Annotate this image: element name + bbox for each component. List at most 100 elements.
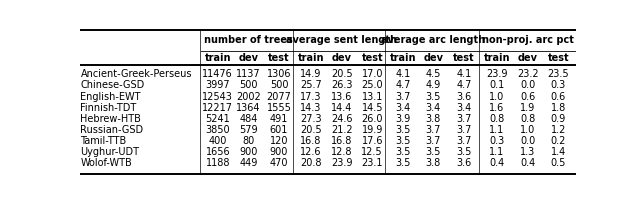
Text: 21.2: 21.2 [331,125,353,135]
Text: 400: 400 [209,136,227,146]
Text: 2002: 2002 [236,92,260,101]
Text: 13.6: 13.6 [331,92,353,101]
Text: 3.7: 3.7 [456,125,472,135]
Text: 1137: 1137 [236,69,260,79]
Text: 3997: 3997 [205,80,230,91]
Text: 20.8: 20.8 [300,158,322,168]
Text: 1306: 1306 [267,69,291,79]
Text: dev: dev [332,53,351,63]
Text: 1555: 1555 [266,102,291,113]
Text: 3.5: 3.5 [426,92,441,101]
Text: 579: 579 [239,125,258,135]
Text: average sent length: average sent length [286,35,397,45]
Text: 14.3: 14.3 [300,102,322,113]
Text: 0.0: 0.0 [520,136,535,146]
Text: 3.4: 3.4 [456,102,472,113]
Text: test: test [362,53,383,63]
Text: 4.7: 4.7 [395,80,410,91]
Text: 25.7: 25.7 [300,80,322,91]
Text: 3.8: 3.8 [426,158,441,168]
Text: 20.5: 20.5 [331,69,353,79]
Text: Wolof-WTB: Wolof-WTB [81,158,132,168]
Text: 120: 120 [269,136,288,146]
Text: 1.1: 1.1 [490,147,505,157]
Text: 26.3: 26.3 [331,80,353,91]
Text: 12543: 12543 [202,92,233,101]
Text: 26.0: 26.0 [362,114,383,124]
Text: 3.5: 3.5 [426,147,441,157]
Text: 4.1: 4.1 [395,69,410,79]
Text: 12.6: 12.6 [300,147,322,157]
Text: dev: dev [424,53,444,63]
Text: 3.5: 3.5 [395,158,410,168]
Text: test: test [268,53,290,63]
Text: 12217: 12217 [202,102,234,113]
Text: 4.7: 4.7 [456,80,472,91]
Text: train: train [390,53,416,63]
Text: 3.7: 3.7 [426,136,441,146]
Text: 0.8: 0.8 [520,114,535,124]
Text: 1656: 1656 [205,147,230,157]
Text: 3.9: 3.9 [395,114,410,124]
Text: 0.3: 0.3 [490,136,505,146]
Text: test: test [453,53,475,63]
Text: 80: 80 [243,136,255,146]
Text: 1.3: 1.3 [520,147,535,157]
Text: 14.4: 14.4 [331,102,353,113]
Text: 16.8: 16.8 [331,136,353,146]
Text: 16.8: 16.8 [300,136,322,146]
Text: 11476: 11476 [202,69,233,79]
Text: 3.7: 3.7 [456,114,472,124]
Text: 27.3: 27.3 [300,114,322,124]
Text: Chinese-GSD: Chinese-GSD [81,80,145,91]
Text: 3.4: 3.4 [426,102,441,113]
Text: 3.5: 3.5 [456,147,472,157]
Text: 900: 900 [239,147,257,157]
Text: 0.2: 0.2 [550,136,566,146]
Text: 2077: 2077 [266,92,291,101]
Text: average arc length: average arc length [381,35,486,45]
Text: 1.1: 1.1 [490,125,505,135]
Text: 484: 484 [239,114,257,124]
Text: 491: 491 [270,114,288,124]
Text: Hebrew-HTB: Hebrew-HTB [81,114,141,124]
Text: 3.7: 3.7 [395,92,410,101]
Text: Russian-GSD: Russian-GSD [81,125,143,135]
Text: 3.4: 3.4 [395,102,410,113]
Text: 1.0: 1.0 [490,92,505,101]
Text: 0.9: 0.9 [550,114,566,124]
Text: 449: 449 [239,158,257,168]
Text: 3.5: 3.5 [395,125,410,135]
Text: 1.9: 1.9 [520,102,535,113]
Text: test: test [547,53,569,63]
Text: 20.5: 20.5 [300,125,322,135]
Text: 0.8: 0.8 [490,114,505,124]
Text: English-EWT: English-EWT [81,92,141,101]
Text: 0.6: 0.6 [520,92,535,101]
Text: 12.5: 12.5 [362,147,383,157]
Text: 0.0: 0.0 [520,80,535,91]
Text: 0.1: 0.1 [490,80,505,91]
Text: 13.1: 13.1 [362,92,383,101]
Text: 1.2: 1.2 [550,125,566,135]
Text: 3.6: 3.6 [456,92,472,101]
Text: 601: 601 [270,125,288,135]
Text: 1188: 1188 [205,158,230,168]
Text: 23.9: 23.9 [331,158,353,168]
Text: 4.9: 4.9 [426,80,441,91]
Text: 4.1: 4.1 [456,69,472,79]
Text: 23.9: 23.9 [486,69,508,79]
Text: 24.6: 24.6 [331,114,353,124]
Text: 23.1: 23.1 [362,158,383,168]
Text: 3.8: 3.8 [426,114,441,124]
Text: 14.5: 14.5 [362,102,383,113]
Text: 23.5: 23.5 [547,69,569,79]
Text: 0.4: 0.4 [490,158,505,168]
Text: 3.5: 3.5 [395,136,410,146]
Text: 12.8: 12.8 [331,147,353,157]
Text: dev: dev [518,53,538,63]
Text: train: train [298,53,324,63]
Text: 1.6: 1.6 [490,102,505,113]
Text: 0.6: 0.6 [550,92,566,101]
Text: 3.5: 3.5 [395,147,410,157]
